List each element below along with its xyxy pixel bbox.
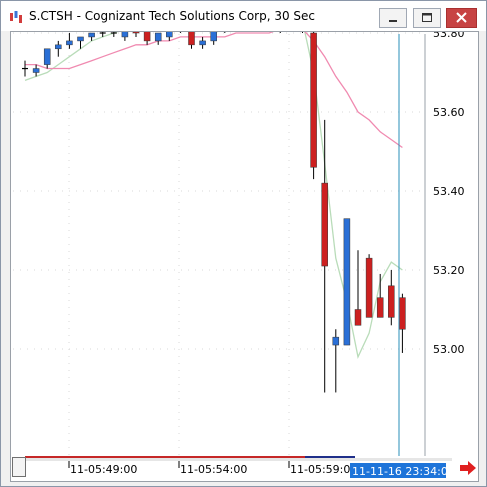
- right-arrow-icon[interactable]: [459, 460, 477, 476]
- minimize-button[interactable]: [379, 8, 407, 28]
- price-tick-label: 53.80: [433, 32, 465, 40]
- price-chart[interactable]: 53.80 53.60 53.40 53.20 53.00 11-05:49:00 11-0…: [11, 32, 478, 481]
- candle-body: [121, 32, 129, 38]
- price-tick-label: 53.20: [433, 264, 465, 277]
- price-tick-label: 53.00: [433, 343, 465, 356]
- candle-body: [143, 32, 151, 42]
- candle-body: [66, 40, 73, 46]
- candle-body: [399, 297, 406, 330]
- candle-body: [32, 68, 40, 73]
- time-tick-label: 11-05:54:00: [180, 463, 247, 476]
- candle-body: [354, 309, 362, 326]
- candle-body: [388, 285, 395, 318]
- close-button[interactable]: [446, 8, 477, 28]
- maximize-icon: [422, 13, 432, 22]
- candle-body: [343, 218, 351, 346]
- candle-body: [199, 40, 206, 46]
- time-tick-label: 11-05:49:00: [70, 463, 137, 476]
- candle-body: [166, 32, 173, 38]
- candle-body: [321, 182, 328, 267]
- plot-background: [13, 34, 425, 456]
- price-tick-label: 53.60: [433, 106, 465, 119]
- candle-body: [188, 32, 195, 46]
- candle-body: [77, 36, 84, 42]
- candle-body: [376, 297, 384, 318]
- candle-body: [154, 32, 162, 42]
- candle-body: [210, 32, 217, 42]
- time-scrollbar[interactable]: [12, 458, 452, 461]
- title-bar[interactable]: S.CTSH - Cognizant Tech Solutions Corp, …: [1, 1, 486, 31]
- time-tick-label: 11-05:59:00: [290, 463, 357, 476]
- minimize-icon: [389, 20, 397, 22]
- candle-body: [365, 257, 373, 318]
- chart-area[interactable]: 53.80 53.60 53.40 53.20 53.00 11-05:49:00 11-0…: [10, 31, 479, 482]
- cursor-time-label-bg: [350, 463, 446, 478]
- chart-app-icon: [10, 11, 22, 23]
- candle-body: [332, 336, 340, 346]
- maximize-button[interactable]: [413, 8, 441, 28]
- close-icon: [456, 12, 467, 23]
- candle-body: [310, 32, 317, 168]
- candle-body: [43, 48, 51, 65]
- scrollbar-handle[interactable]: [12, 457, 26, 477]
- candle-body: [88, 32, 95, 38]
- window-title: S.CTSH - Cognizant Tech Solutions Corp, …: [29, 9, 316, 23]
- candle-body: [55, 44, 62, 50]
- candle-body: [132, 32, 140, 34]
- cursor-time-label: 11-11-16 23:34:00: [352, 465, 455, 478]
- price-tick-label: 53.40: [433, 185, 465, 198]
